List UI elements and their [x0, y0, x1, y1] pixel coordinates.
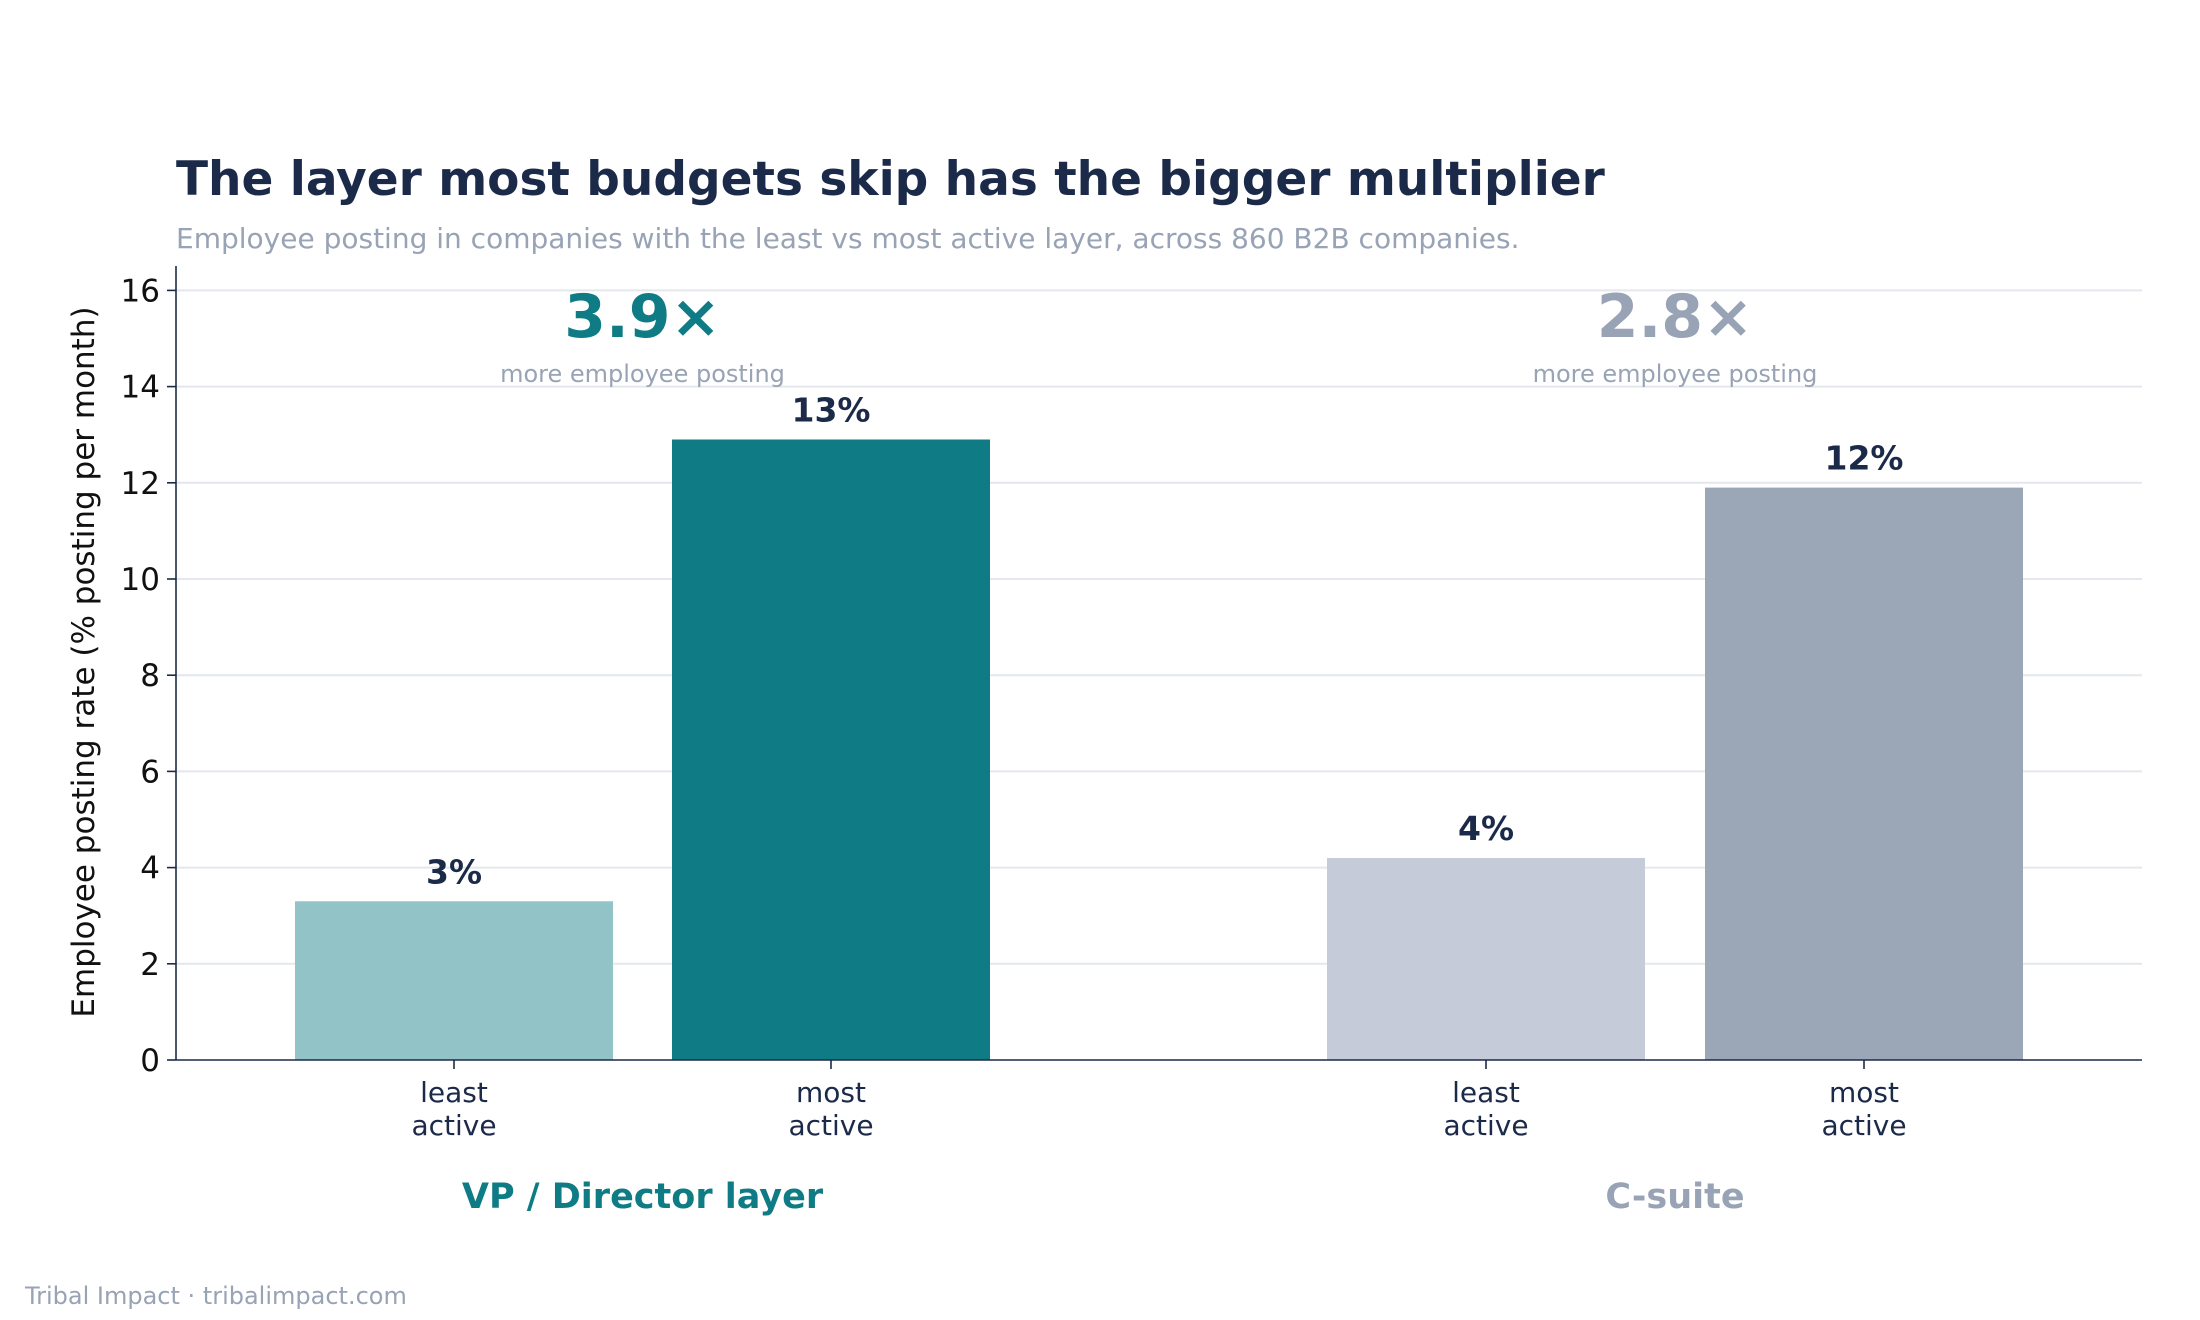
axes [167, 266, 2142, 1069]
y-tick-label: 16 [121, 273, 160, 309]
bar [672, 439, 990, 1060]
bar-value-label: 4% [1458, 809, 1514, 848]
y-tick-label: 10 [121, 562, 160, 598]
y-tick-label: 4 [140, 851, 160, 887]
y-tick-label: 14 [121, 370, 160, 406]
multiplier-annotation: 2.8× [1597, 282, 1754, 352]
bar [1327, 857, 1645, 1060]
bar-value-label: 13% [792, 391, 871, 430]
chart-subtitle: Employee posting in companies with the l… [176, 222, 1520, 255]
footer-credit: Tribal Impact · tribalimpact.com [25, 1282, 407, 1310]
group-label: VP / Director layer [462, 1177, 824, 1217]
bars [295, 439, 2023, 1060]
multiplier-note: more employee posting [1533, 360, 1818, 388]
bar [1705, 487, 2023, 1060]
multiplier-annotation: 3.9× [564, 282, 721, 352]
x-tick-label: least active [1443, 1076, 1528, 1142]
bar [295, 901, 613, 1060]
y-tick-label: 2 [140, 947, 160, 983]
x-tick-label: most active [788, 1076, 873, 1142]
group-label: C-suite [1605, 1177, 1744, 1217]
y-tick-label: 0 [140, 1043, 160, 1079]
bar-value-label: 12% [1825, 439, 1904, 478]
y-tick-label: 12 [121, 466, 160, 502]
x-tick-label: most active [1821, 1076, 1906, 1142]
y-axis-label: Employee posting rate (% posting per mon… [66, 306, 102, 1017]
bar-value-label: 3% [426, 852, 482, 891]
multiplier-note: more employee posting [500, 360, 785, 388]
chart-title: The layer most budgets skip has the bigg… [176, 152, 1605, 207]
labels: 0 2 4 6 8 10 12 14 16 3% least active 13% most active V… [121, 273, 1907, 1217]
y-tick-label: 8 [140, 658, 160, 694]
y-tick-label: 6 [140, 754, 160, 790]
x-tick-label: least active [411, 1076, 496, 1142]
